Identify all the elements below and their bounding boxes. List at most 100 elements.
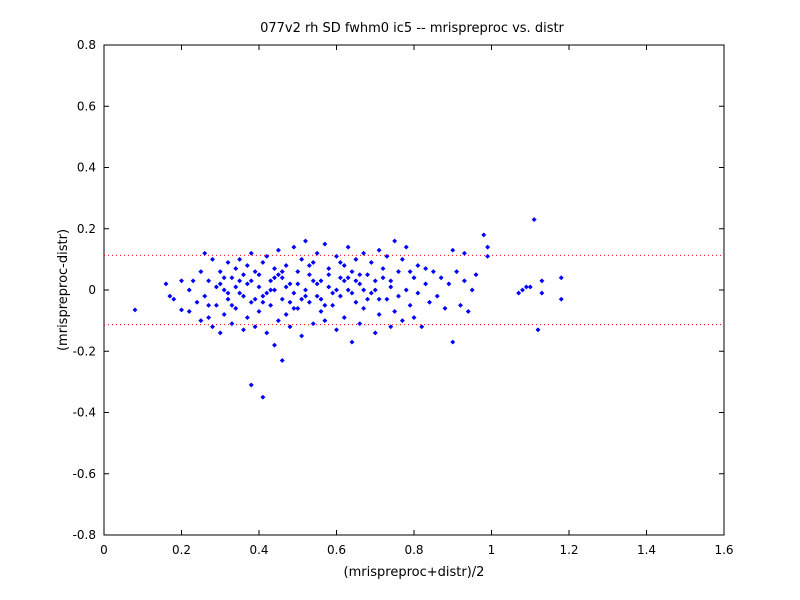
data-point — [411, 315, 417, 321]
y-tick-label: 0.4 — [77, 161, 96, 175]
data-point — [279, 296, 285, 302]
data-point — [364, 272, 371, 278]
y-tick-label: 0.8 — [77, 38, 96, 52]
data-point — [206, 315, 212, 321]
data-point — [446, 281, 452, 287]
data-point — [264, 253, 270, 259]
data-point — [271, 342, 278, 348]
data-point — [353, 256, 359, 262]
x-tick-label: 0.4 — [249, 543, 268, 557]
data-point — [357, 272, 363, 278]
y-tick-label: -0.4 — [73, 406, 96, 420]
data-point — [206, 278, 212, 284]
data-point — [291, 290, 297, 296]
data-point — [357, 281, 363, 287]
data-point — [333, 327, 340, 333]
data-point — [357, 321, 363, 327]
data-point — [314, 281, 320, 287]
data-point — [252, 296, 258, 302]
data-point — [248, 299, 254, 305]
data-point — [415, 290, 421, 296]
data-point — [217, 330, 223, 336]
x-tick-label: 0.2 — [172, 543, 191, 557]
data-point — [248, 250, 254, 256]
data-point — [306, 299, 312, 305]
data-point — [198, 269, 204, 275]
data-point — [225, 259, 231, 265]
data-points — [132, 217, 564, 400]
data-point — [457, 302, 464, 308]
x-axis-label: (mrispreproc+distr)/2 — [344, 565, 485, 580]
data-point — [291, 244, 297, 250]
data-point — [186, 308, 192, 314]
data-point — [178, 278, 185, 284]
data-point — [434, 293, 440, 299]
data-point — [469, 287, 475, 293]
data-point — [209, 256, 216, 262]
data-point — [213, 302, 219, 308]
y-tick-label: -0.2 — [73, 344, 96, 358]
data-point — [264, 330, 270, 336]
data-point — [326, 284, 332, 290]
data-point — [361, 250, 367, 256]
plot-area — [103, 44, 725, 536]
data-point — [372, 278, 378, 284]
data-point — [384, 296, 390, 302]
data-point — [271, 266, 278, 272]
data-point — [248, 278, 254, 284]
data-point — [244, 262, 250, 269]
data-point — [306, 262, 312, 269]
data-point — [318, 296, 324, 302]
data-point — [442, 305, 448, 311]
y-tick-label: -0.8 — [73, 528, 96, 542]
data-point — [256, 272, 262, 278]
data-point — [388, 278, 394, 284]
data-point — [260, 299, 266, 305]
data-point — [322, 318, 328, 324]
y-tick-label: 0.6 — [77, 99, 96, 113]
data-point — [345, 287, 351, 293]
data-point — [190, 278, 196, 284]
data-point — [302, 293, 309, 299]
data-point — [535, 327, 541, 333]
data-point — [233, 266, 239, 272]
data-point — [198, 318, 204, 324]
data-point — [322, 241, 328, 247]
data-point — [333, 287, 340, 293]
data-point — [178, 307, 185, 313]
data-point — [450, 339, 456, 345]
data-point — [364, 296, 371, 302]
data-point — [519, 287, 526, 293]
data-point — [287, 324, 293, 330]
data-point — [361, 305, 367, 311]
data-point — [244, 281, 250, 287]
data-point — [233, 305, 239, 311]
data-point — [353, 299, 359, 305]
data-point — [337, 259, 343, 265]
data-point — [376, 311, 382, 318]
data-point — [403, 287, 409, 293]
data-point — [240, 272, 247, 278]
data-point — [399, 318, 405, 324]
data-point — [558, 296, 564, 302]
data-point — [279, 275, 285, 281]
data-point — [523, 284, 529, 290]
y-tick-label: 0 — [88, 283, 96, 297]
data-point — [485, 253, 491, 259]
data-point — [531, 217, 537, 223]
data-point — [318, 308, 324, 314]
data-point — [341, 315, 347, 321]
data-point — [260, 259, 266, 265]
data-point — [430, 269, 436, 275]
data-point — [392, 308, 398, 314]
data-point — [299, 296, 305, 302]
data-point — [240, 293, 247, 299]
data-point — [345, 275, 351, 281]
data-point — [349, 290, 355, 296]
data-point — [306, 272, 312, 278]
data-point — [314, 250, 320, 256]
data-point — [171, 296, 177, 302]
data-point — [256, 284, 262, 290]
data-point — [423, 266, 429, 272]
chart-title: 077v2 rh SD fwhm0 ic5 -- mrispreproc vs.… — [260, 21, 564, 36]
